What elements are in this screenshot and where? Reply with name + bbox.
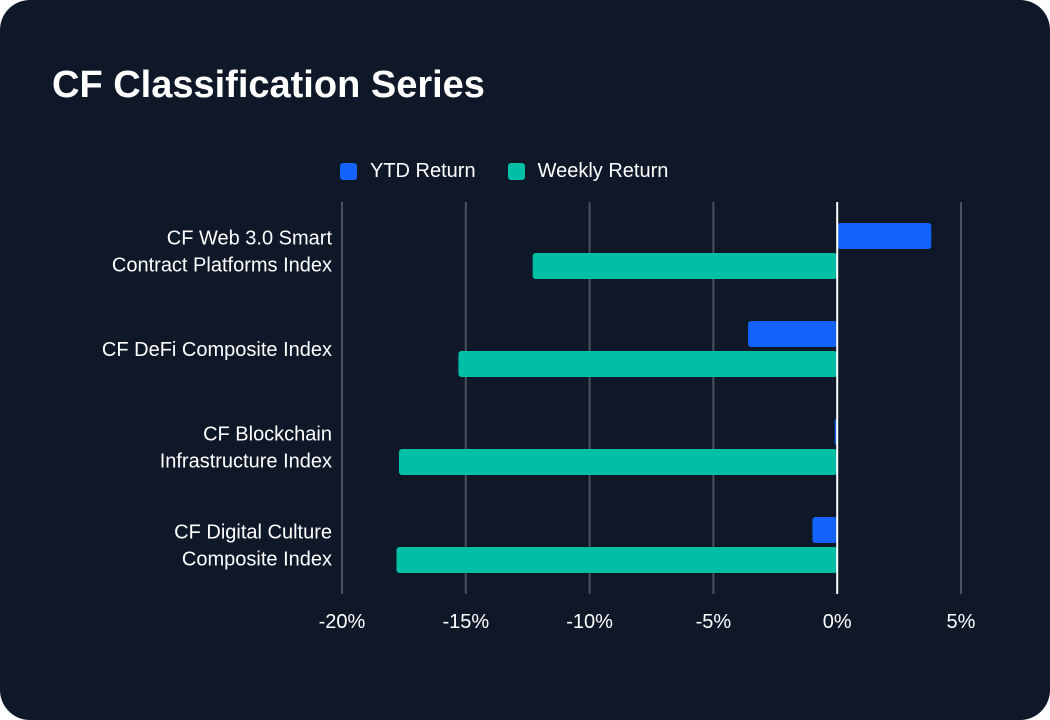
x-tick-label-5: 5%: [947, 611, 976, 633]
bar-ytd-0[interactable]: [837, 223, 932, 249]
bar-weekly-3[interactable]: [396, 547, 838, 573]
x-tick-label-2: -10%: [566, 611, 613, 633]
x-tick-label-4: 0%: [823, 611, 852, 633]
legend-swatch-weekly: [507, 163, 525, 180]
chart-title: CF Classification Series: [52, 64, 485, 106]
category-label-2: CF Blockchain Infrastructure Index: [160, 424, 332, 473]
x-tick-label-0: -20%: [319, 611, 366, 633]
category-label-3: CF Digital Culture Composite Index: [174, 522, 332, 571]
legend-label-ytd: YTD Return: [370, 160, 476, 182]
x-tick-label-3: -5%: [696, 611, 732, 633]
legend-item-weekly[interactable]: Weekly Return: [507, 160, 669, 183]
legend-item-ytd[interactable]: YTD Return: [340, 160, 476, 183]
bar-weekly-0[interactable]: [532, 253, 838, 279]
bar-weekly-2[interactable]: [398, 449, 838, 475]
legend-swatch-ytd: [340, 163, 357, 180]
bar-ytd-1[interactable]: [748, 321, 838, 347]
bar-ytd-3[interactable]: [812, 517, 838, 543]
x-tick-label-1: -15%: [442, 611, 489, 633]
category-label-0: CF Web 3.0 Smart Contract Platforms Index: [112, 228, 333, 277]
bar-weekly-1[interactable]: [458, 351, 838, 377]
chart-legend: YTD Return Weekly Return: [340, 160, 700, 183]
category-label-1: CF DeFi Composite Index: [102, 339, 332, 361]
legend-label-weekly: Weekly Return: [537, 160, 669, 182]
